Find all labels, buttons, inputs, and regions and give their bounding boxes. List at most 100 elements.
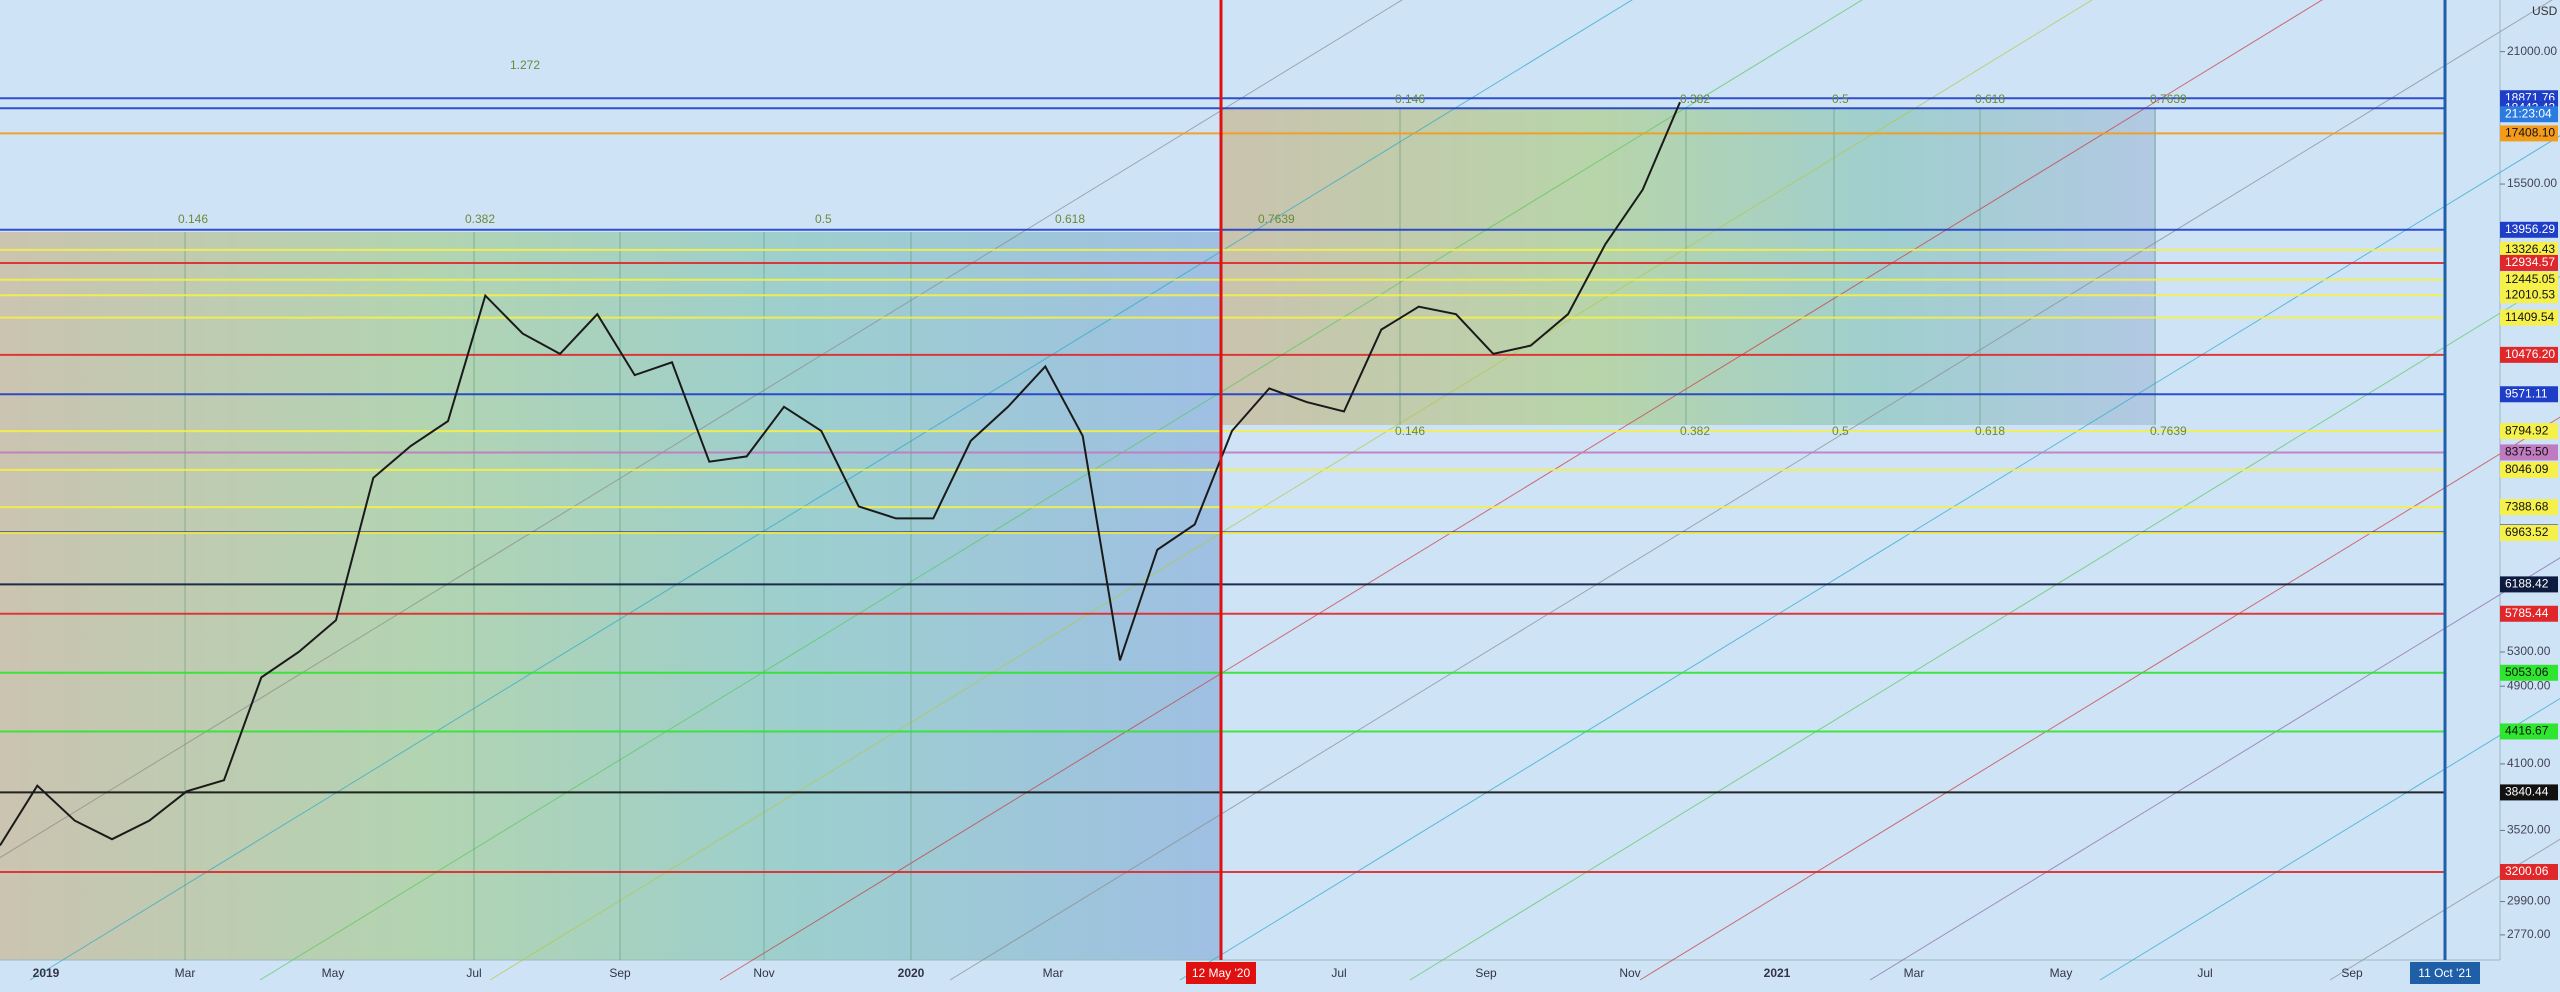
trend-line [29,0,1633,981]
fib-box [1221,108,2156,425]
fib-label: 0.618 [1975,92,2005,106]
level-label: 8375.50 [2505,445,2549,459]
x-tick-label: Jul [2197,966,2212,980]
x-tick-label: Sep [2341,966,2363,980]
level-tag [2500,576,2558,593]
trend-line [2099,698,2560,981]
x-tick-label: Sep [609,966,631,980]
y-tick-label: 3520.00 [2507,823,2551,837]
level-tag [2500,524,2558,541]
level-tag [2500,444,2558,461]
level-tag [2500,287,2558,304]
x-tick-label: Mar [1043,966,1064,980]
marker-label: 12 May '20 [1192,966,1251,980]
level-label: 6963.52 [2505,525,2549,539]
level-tag [2500,309,2558,326]
y-tick-label: 21000.00 [2507,44,2557,58]
trend-line [259,0,1863,981]
x-tick-label: 2021 [1764,966,1791,980]
fib-label: 0.5 [815,212,832,226]
trend-line [949,0,2553,981]
level-tag [2500,723,2558,740]
level-tag [2500,221,2558,238]
level-label: 3840.44 [2505,785,2549,799]
fib-label: 0.7639 [1258,212,1295,226]
x-tick-label: Jul [466,966,481,980]
level-tag [2500,241,2558,258]
level-tag [2500,499,2558,516]
level-tag [2500,125,2558,142]
x-tick-label: Nov [1619,966,1640,980]
y-tick-label: 4900.00 [2507,678,2551,692]
countdown: 21:23:04 [2505,106,2552,120]
x-tick-label: May [2050,966,2073,980]
fib-label: 0.382 [465,212,495,226]
level-label: 5785.44 [2505,606,2549,620]
level-tag [2500,423,2558,440]
fib-label: 0.7639 [2150,92,2187,106]
fib-label: 0.146 [1395,424,1425,438]
level-label: 12010.53 [2505,287,2555,301]
level-tag [2500,461,2558,478]
currency: USD [2532,4,2558,18]
level-tag [2500,386,2558,403]
level-tag [2500,784,2558,801]
time-axis [0,960,2560,987]
x-tick-label: Nov [753,966,774,980]
level-tag [2500,605,2558,622]
level-label: 8046.09 [2505,462,2549,476]
fib-label: 0.618 [1975,424,2005,438]
trend-line [1409,275,2560,981]
trend-line [1639,416,2560,981]
y-tick-label: 15500.00 [2507,176,2557,190]
y-tick-label: 2990.00 [2507,894,2551,908]
level-label: 9571.11 [2505,386,2548,400]
level-label: 6188.42 [2505,577,2549,591]
price-line [0,101,1681,847]
countdown-tag [2500,106,2558,123]
level-label: 3200.06 [2505,864,2549,878]
level-tag [2500,863,2558,880]
fib-box [0,232,1221,960]
x-tick-label: Jul [1331,966,1346,980]
level-label: 12934.57 [2505,255,2555,269]
level-tag [2500,664,2558,681]
level-tag [2500,271,2558,288]
fib-label: 0.146 [178,212,208,226]
price-axis [2500,0,2560,987]
fib-label: 0.618 [1055,212,1085,226]
x-tick-label: Sep [1475,966,1497,980]
trend-line [1179,135,2560,981]
level-label: 17408.10 [2505,126,2555,140]
y-tick-label: 4100.00 [2507,756,2551,770]
y-tick-label: 5300.00 [2507,644,2551,658]
marker-label: 11 Oct '21 [2418,966,2472,980]
trend-line [719,0,2323,981]
fib-label: 0.382 [1680,424,1710,438]
level-label: 5053.06 [2505,665,2549,679]
level-label: 10476.20 [2505,347,2555,361]
level-label: 13326.43 [2505,242,2555,256]
level-label: 8794.92 [2505,423,2549,437]
fib-label: 0.5 [1832,424,1849,438]
fib-label: 0.7639 [2150,424,2187,438]
x-tick-label: Mar [1904,966,1925,980]
x-tick-label: 2020 [898,966,925,980]
x-tick-label: 2019 [33,966,60,980]
price [0,101,1681,847]
axes: 21000.00 15500.00 5300.00 4900.00 4100.00 352… [33,0,2558,984]
level-label: 13956.29 [2505,222,2555,236]
trend-line [1869,557,2560,981]
fib-label: 1.272 [510,58,540,72]
level-label: 4416.67 [2505,724,2549,738]
trend-line [0,0,1403,859]
fib-label: 0.146 [1395,92,1425,106]
level-label: 7388.68 [2505,499,2549,513]
marker-tag [1186,962,1256,984]
level-tag [2500,346,2558,363]
level-tag [2500,254,2558,271]
fib-label: 0.382 [1680,92,1710,106]
